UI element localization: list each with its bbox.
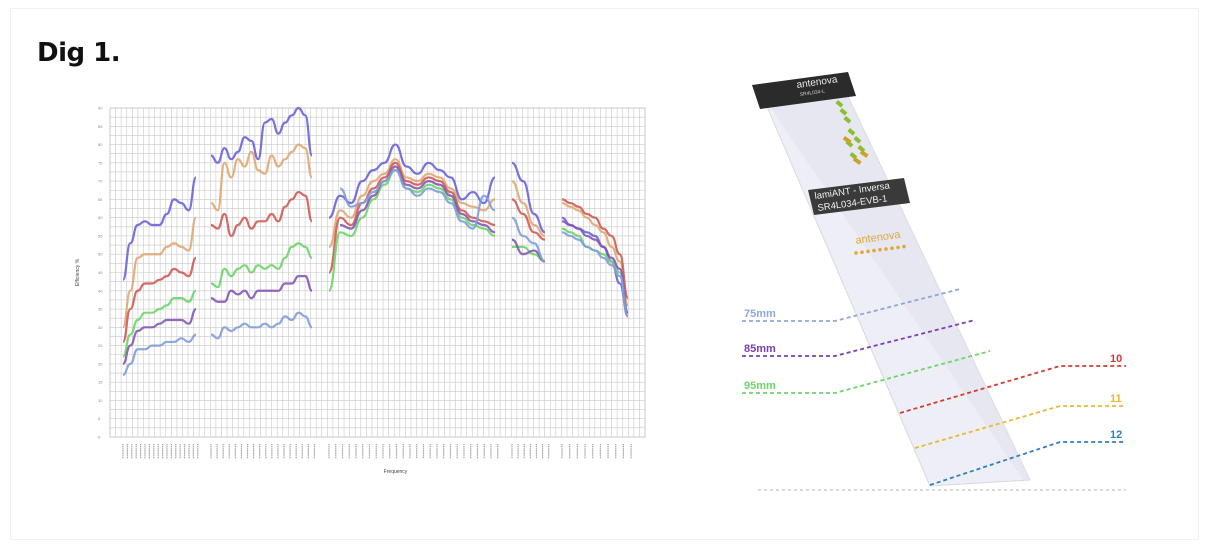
series-line-3 [121, 161, 630, 344]
efficiency-chart: 0 5 10 15 20 25 30 35 40 45 50 55 60 65 70 75 80 85 90 Effi… [75, 106, 646, 475]
series-segment [121, 176, 198, 281]
series-segment [210, 275, 313, 303]
y-tick-label: 5 [98, 416, 101, 421]
series-segment [327, 161, 496, 274]
series-segment [122, 307, 197, 365]
y-tick-label: 85 [98, 124, 103, 129]
series-line-5 [122, 165, 630, 365]
y-tick-label: 25 [98, 343, 103, 348]
figure-title: Dig 1. [37, 38, 121, 68]
y-tick-label: 20 [98, 361, 103, 366]
x-tick-labels [122, 444, 632, 459]
series-segment [511, 198, 546, 241]
y-tick-label: 0 [98, 435, 101, 440]
series-line-2 [121, 143, 630, 329]
y-tick-label: 65 [98, 197, 103, 202]
y-tick-label: 45 [98, 270, 103, 275]
series-segment [210, 143, 314, 212]
y-tick-label: 60 [98, 215, 103, 220]
y-tick-label: 35 [98, 307, 103, 312]
series-segment [561, 198, 630, 300]
series-segment [511, 216, 546, 263]
series-segment [339, 169, 496, 230]
series-segment [561, 220, 630, 314]
y-tick-label: 75 [98, 160, 103, 165]
series-line-6 [122, 169, 630, 376]
series-segment [328, 143, 496, 219]
series-segment [561, 231, 630, 318]
series-segment [121, 289, 197, 358]
y-tick-label: 55 [98, 233, 103, 238]
y-tick-label: 30 [98, 325, 103, 330]
series-segment [210, 106, 314, 164]
y-tick-labels: 0 5 10 15 20 25 30 35 40 45 50 55 60 65 70 75 80 85 90 [98, 106, 103, 440]
series-segment [122, 333, 197, 376]
series-segment [210, 311, 313, 340]
y-tick-label: 80 [98, 142, 103, 147]
series-segment [210, 242, 313, 289]
y-axis-label: Efficiency % [75, 258, 81, 286]
series-segment [511, 238, 546, 263]
series-segment [121, 256, 197, 344]
y-tick-label: 90 [98, 106, 103, 111]
series-segment [121, 216, 198, 329]
x-axis-label: Frequency [384, 469, 408, 475]
series-segment [210, 190, 314, 238]
y-tick-label: 15 [98, 380, 103, 385]
y-tick-label: 10 [98, 398, 103, 403]
series-segment [339, 165, 496, 234]
series-segment [327, 158, 496, 249]
y-tick-label: 50 [98, 252, 103, 257]
series-segment [511, 180, 546, 238]
series-segment [561, 201, 630, 307]
y-tick-label: 40 [98, 288, 103, 293]
series-segment [511, 161, 546, 234]
y-tick-label: 70 [98, 179, 103, 184]
